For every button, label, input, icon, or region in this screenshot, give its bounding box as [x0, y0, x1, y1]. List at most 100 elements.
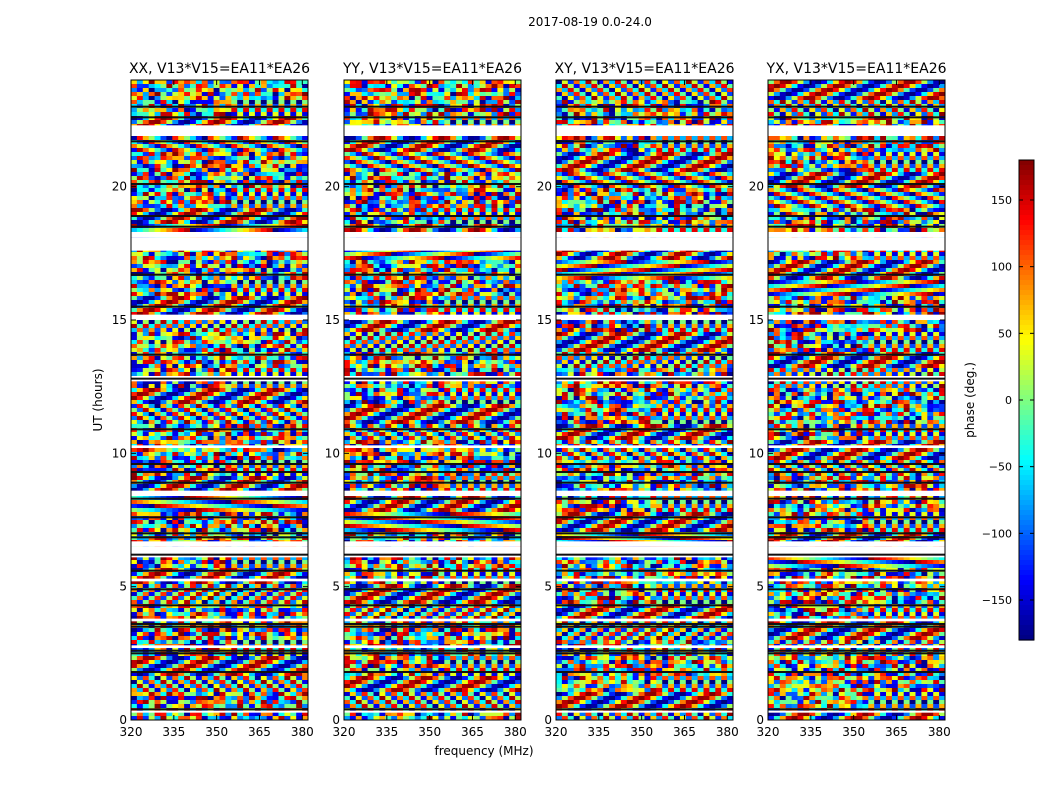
colorbar-swatch: [1019, 455, 1034, 461]
colorbar-tick-label: −100: [982, 527, 1012, 540]
x-tick-label: 365: [673, 725, 696, 739]
flagged-band: [344, 578, 521, 582]
colorbar-swatch: [1019, 285, 1034, 291]
colorbar-swatch: [1019, 340, 1034, 346]
flagged-band: [131, 237, 308, 251]
flagged-band: [344, 237, 521, 251]
panel-frame: [767, 79, 946, 721]
flag-line: [344, 225, 521, 228]
flag-line: [344, 604, 521, 607]
colorbar-swatch: [1019, 335, 1034, 341]
flag-line: [768, 273, 945, 276]
colorbar-swatch: [1019, 505, 1034, 511]
y-tick-label: 15: [325, 313, 340, 327]
flagged-band: [768, 645, 945, 648]
flag-line: [556, 225, 733, 228]
colorbar-swatch: [1019, 305, 1034, 311]
x-tick-label: 380: [928, 725, 951, 739]
colorbar-swatch: [1019, 385, 1034, 391]
colorbar-swatch: [1019, 555, 1034, 561]
flag-line: [556, 536, 733, 539]
y-tick-label: 10: [112, 446, 127, 460]
flag-line: [344, 273, 521, 276]
colorbar-swatch: [1019, 605, 1034, 611]
flagged-band: [344, 618, 521, 622]
colorbar-swatch: [1019, 375, 1034, 381]
flagged-band: [131, 125, 308, 136]
flag-line: [344, 377, 521, 380]
flagged-band: [131, 445, 308, 448]
flag-line: [556, 428, 733, 431]
flag-line: [344, 353, 521, 356]
flagged-band: [131, 232, 308, 238]
flag-line: [556, 116, 733, 119]
flagged-band: [556, 710, 733, 713]
x-tick-label: 320: [757, 725, 780, 739]
colorbar-swatch: [1019, 390, 1034, 396]
flag-line: [344, 183, 521, 185]
flag-line: [131, 428, 308, 431]
flag-line: [131, 649, 308, 652]
flag-line: [344, 516, 521, 519]
colorbar-swatch: [1019, 635, 1034, 641]
x-tick-label: 335: [375, 725, 398, 739]
colorbar-swatch: [1019, 415, 1034, 421]
flag-line: [556, 569, 733, 572]
colorbar-swatch: [1019, 220, 1034, 226]
colorbar-swatch: [1019, 560, 1034, 566]
flag-line: [131, 536, 308, 539]
flag-line: [131, 105, 308, 108]
colorbar-swatch: [1019, 580, 1034, 586]
flag-line: [768, 305, 945, 308]
flag-line: [131, 497, 308, 500]
panel-1: XX, V13*V15=EA11*EA26 320 335 350 365 380 0 5 10…: [112, 61, 314, 739]
flag-line: [131, 671, 308, 673]
flagged-band: [131, 645, 308, 648]
colorbar-swatch: [1019, 395, 1034, 401]
flag-line: [768, 553, 945, 556]
flag-line: [768, 625, 945, 628]
colorbar-swatch: [1019, 425, 1034, 431]
colorbar-swatch: [1019, 265, 1034, 271]
x-tick-label: 320: [545, 725, 568, 739]
colorbar-swatch: [1019, 540, 1034, 546]
panel-title: YY, V13*V15=EA11*EA26: [342, 61, 522, 77]
flag-line: [131, 604, 308, 607]
flagged-band: [556, 645, 733, 648]
colorbar-swatch: [1019, 490, 1034, 496]
colorbar-swatch: [1019, 405, 1034, 411]
flag-line: [768, 649, 945, 652]
flag-line: [556, 353, 733, 356]
panel-frame: [555, 79, 734, 721]
flagged-band: [131, 710, 308, 713]
flag-line: [556, 273, 733, 276]
flag-line: [556, 553, 733, 556]
colorbar-swatch: [1019, 430, 1034, 436]
y-tick-label: 0: [119, 713, 127, 727]
panel-frame: [130, 79, 309, 721]
flag-line: [344, 215, 521, 217]
x-tick-label: 350: [418, 725, 441, 739]
flagged-band: [131, 541, 308, 547]
flagged-band: [344, 445, 521, 448]
flag-line: [131, 625, 308, 628]
flagged-band: [768, 125, 945, 136]
flag-line: [556, 215, 733, 217]
flag-line: [131, 140, 308, 143]
flag-line: [131, 471, 308, 473]
colorbar-swatch: [1019, 380, 1034, 386]
colorbar-swatch: [1019, 320, 1034, 326]
flag-line: [131, 553, 308, 556]
colorbar-swatch: [1019, 350, 1034, 356]
flag-line: [768, 353, 945, 356]
colorbar-swatch: [1019, 310, 1034, 316]
colorbar-swatch: [1019, 290, 1034, 296]
colorbar-swatch: [1019, 440, 1034, 446]
flag-line: [131, 588, 308, 591]
x-tick-label: 335: [799, 725, 822, 739]
x-tick-label: 320: [333, 725, 356, 739]
colorbar-swatch: [1019, 300, 1034, 306]
colorbar-swatch: [1019, 525, 1034, 531]
flagged-band: [768, 618, 945, 622]
colorbar-swatch: [1019, 475, 1034, 481]
